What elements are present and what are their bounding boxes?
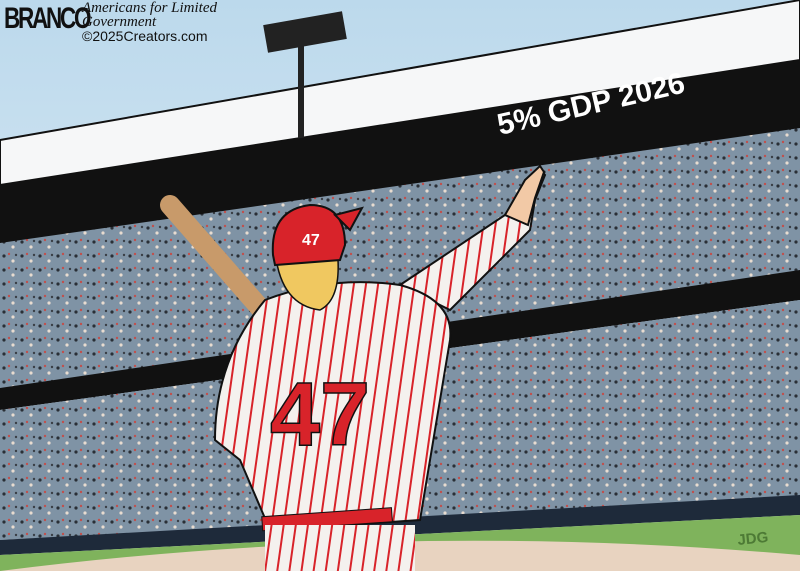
cap bbox=[271, 203, 347, 267]
cap-number: 47 bbox=[302, 232, 320, 249]
roof-fence bbox=[0, 0, 800, 187]
pointing-hand bbox=[503, 164, 546, 227]
credit-line-1: Americans for Limited bbox=[82, 0, 217, 16]
credit-line-2: Government bbox=[82, 14, 157, 30]
colorist-initials: JDG bbox=[737, 529, 769, 549]
pants bbox=[265, 525, 415, 571]
artist-signature: BRANCO bbox=[4, 2, 91, 35]
copyright-line: ©2025Creators.com bbox=[82, 28, 208, 44]
jersey-number: 47 bbox=[270, 365, 370, 465]
light-tower bbox=[298, 40, 304, 140]
baseball-bat bbox=[160, 195, 285, 335]
stadium-lights bbox=[263, 11, 347, 53]
upper-facade bbox=[0, 60, 800, 243]
hair bbox=[274, 249, 339, 311]
cap-brim bbox=[333, 206, 364, 232]
upper-deck-crowd bbox=[0, 125, 800, 390]
credit-block: Americans for Limited Government ©2025Cr… bbox=[82, 0, 217, 44]
